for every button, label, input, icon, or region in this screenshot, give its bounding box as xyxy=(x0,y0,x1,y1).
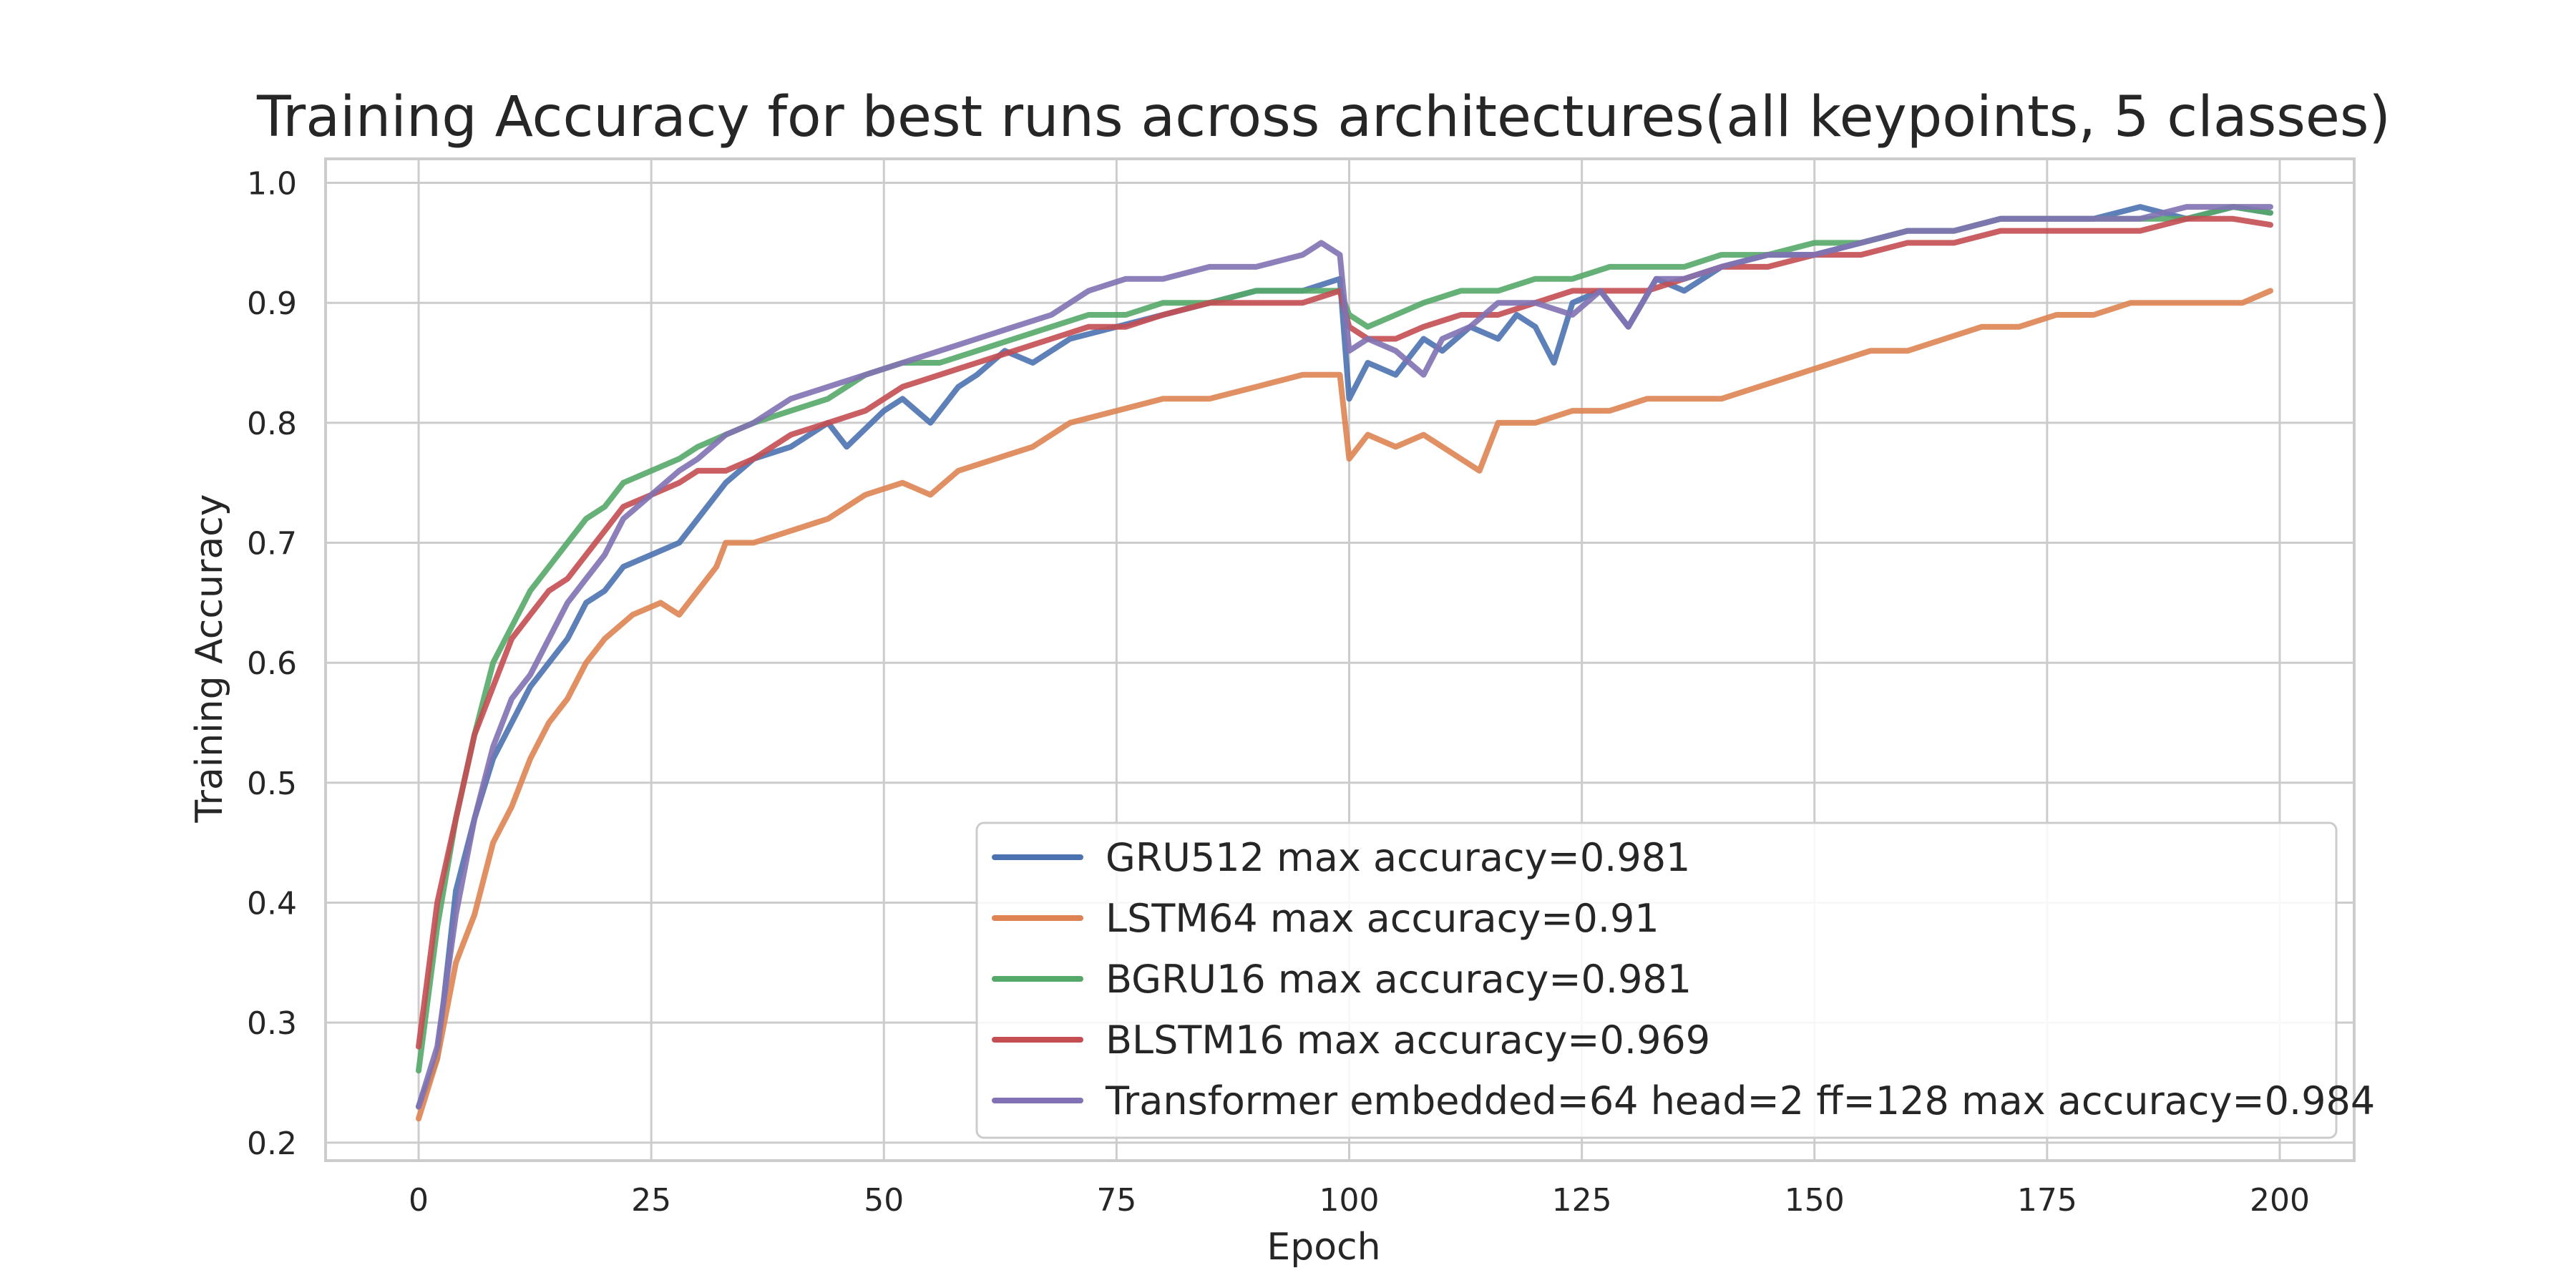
x-axis-label: Epoch xyxy=(1267,1226,1380,1269)
legend-box xyxy=(975,821,2338,1139)
x-tick-label: 100 xyxy=(1319,1182,1380,1219)
x-tick-label: 175 xyxy=(2017,1182,2077,1219)
x-tick-label: 200 xyxy=(2250,1182,2310,1219)
y-tick-label: 0.2 xyxy=(247,1126,297,1162)
y-tick-label: 0.6 xyxy=(247,645,297,682)
y-tick-label: 1.0 xyxy=(247,166,297,203)
legend-entry: Transformer embedded=64 head=2 ff=128 ma… xyxy=(1105,1078,2375,1123)
y-tick-label: 0.8 xyxy=(247,406,297,442)
series-line-2 xyxy=(416,288,2273,1122)
x-tick-label: 125 xyxy=(1552,1182,1612,1219)
chart-title: Training Accuracy for best runs across a… xyxy=(256,85,2391,150)
series-line-4 xyxy=(416,215,2273,1050)
y-tick-label: 0.4 xyxy=(247,886,297,922)
y-tick-label: 0.3 xyxy=(247,1005,297,1042)
legend-entry: LSTM64 max accuracy=0.91 xyxy=(1106,896,1659,941)
x-tick-label: 25 xyxy=(631,1182,671,1219)
y-axis-label: Training Accuracy xyxy=(188,494,231,823)
series-layer xyxy=(416,204,2273,1122)
y-tick-label: 0.7 xyxy=(247,526,297,562)
axis-ticks: 0 25 50 75 100 125 150 175 200 0.2 0.3 0.4 0.5 0.6 0.7… xyxy=(247,166,2310,1219)
x-tick-label: 75 xyxy=(1096,1182,1136,1219)
y-tick-label: 0.5 xyxy=(247,766,297,802)
legend: GRU512 max accuracy=0.981 LSTM64 max accu… xyxy=(975,821,2375,1139)
legend-entry: BLSTM16 max accuracy=0.969 xyxy=(1106,1018,1710,1063)
legend-entry: BGRU16 max accuracy=0.981 xyxy=(1106,957,1692,1002)
x-tick-label: 0 xyxy=(409,1182,429,1219)
y-tick-label: 0.9 xyxy=(247,286,297,322)
plot-area xyxy=(324,157,2356,1162)
legend-entry: GRU512 max accuracy=0.981 xyxy=(1106,835,1690,880)
x-tick-label: 150 xyxy=(1785,1182,1845,1219)
x-tick-label: 50 xyxy=(864,1182,904,1219)
series-line-5 xyxy=(416,204,2273,1110)
